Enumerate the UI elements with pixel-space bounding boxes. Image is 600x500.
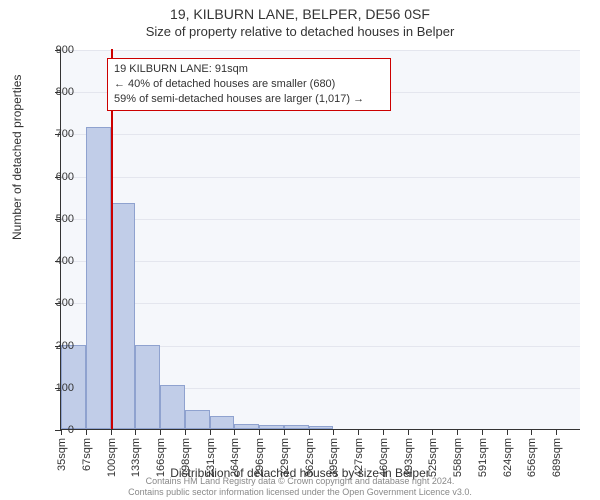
x-tick [457, 429, 458, 435]
x-tick-label: 525sqm [427, 438, 439, 482]
x-tick-label: 460sqm [378, 438, 390, 482]
gridline [61, 177, 580, 178]
x-tick-label: 395sqm [328, 438, 340, 482]
x-tick-label: 591sqm [477, 438, 489, 482]
gridline [61, 303, 580, 304]
x-tick [160, 429, 161, 435]
y-tick-label: 600 [34, 171, 74, 183]
histogram-bar [185, 410, 210, 429]
histogram-bar [259, 425, 284, 429]
y-tick-label: 700 [34, 128, 74, 140]
gridline [61, 261, 580, 262]
histogram-bar [160, 385, 185, 429]
x-tick-label: 656sqm [526, 438, 538, 482]
x-tick [432, 429, 433, 435]
histogram-bar [135, 345, 160, 429]
x-tick-label: 493sqm [403, 438, 415, 482]
x-tick [185, 429, 186, 435]
x-tick [383, 429, 384, 435]
x-tick-label: 558sqm [452, 438, 464, 482]
y-tick-label: 500 [34, 213, 74, 225]
x-tick-label: 329sqm [279, 438, 291, 482]
annotation-line: 19 KILBURN LANE: 91sqm [114, 62, 384, 77]
y-tick-label: 0 [34, 424, 74, 436]
chart-subtitle: Size of property relative to detached ho… [0, 22, 600, 39]
gridline [61, 134, 580, 135]
footer-line2: Contains public sector information licen… [0, 487, 600, 498]
histogram-bar [234, 424, 259, 429]
x-tick [210, 429, 211, 435]
x-tick [111, 429, 112, 435]
plot-region: 19 KILBURN LANE: 91sqm← 40% of detached … [60, 50, 580, 430]
x-tick-label: 624sqm [502, 438, 514, 482]
x-tick [284, 429, 285, 435]
x-tick-label: 166sqm [155, 438, 167, 482]
x-tick-label: 35sqm [56, 438, 68, 482]
y-tick-label: 200 [34, 340, 74, 352]
y-axis-label: Number of detached properties [10, 75, 24, 240]
x-tick [556, 429, 557, 435]
x-tick [309, 429, 310, 435]
annotation-box: 19 KILBURN LANE: 91sqm← 40% of detached … [107, 58, 391, 111]
histogram-bar [111, 203, 136, 429]
annotation-line: ← 40% of detached houses are smaller (68… [114, 77, 384, 92]
x-tick-label: 264sqm [229, 438, 241, 482]
x-tick-label: 689sqm [551, 438, 563, 482]
x-tick [333, 429, 334, 435]
x-tick-label: 427sqm [353, 438, 365, 482]
histogram-bar [309, 426, 334, 429]
y-tick-label: 800 [34, 86, 74, 98]
x-tick [507, 429, 508, 435]
x-tick-label: 100sqm [106, 438, 118, 482]
gridline [61, 219, 580, 220]
x-tick [135, 429, 136, 435]
x-tick-label: 362sqm [304, 438, 316, 482]
y-tick-label: 400 [34, 255, 74, 267]
annotation-line: 59% of semi-detached houses are larger (… [114, 92, 384, 107]
x-tick-label: 198sqm [180, 438, 192, 482]
histogram-bar [284, 425, 309, 429]
chart-area: 19 KILBURN LANE: 91sqm← 40% of detached … [60, 50, 580, 430]
x-tick [86, 429, 87, 435]
x-tick-label: 231sqm [205, 438, 217, 482]
x-tick [234, 429, 235, 435]
x-tick [482, 429, 483, 435]
y-tick-label: 300 [34, 297, 74, 309]
x-tick-label: 67sqm [81, 438, 93, 482]
x-tick-label: 296sqm [254, 438, 266, 482]
chart-container: 19, KILBURN LANE, BELPER, DE56 0SF Size … [0, 0, 600, 500]
x-tick [358, 429, 359, 435]
x-tick [531, 429, 532, 435]
x-tick [259, 429, 260, 435]
gridline [61, 50, 580, 51]
y-tick-label: 900 [34, 44, 74, 56]
histogram-bar [86, 127, 111, 429]
x-tick [408, 429, 409, 435]
chart-title: 19, KILBURN LANE, BELPER, DE56 0SF [0, 0, 600, 22]
histogram-bar [210, 416, 235, 429]
x-tick-label: 133sqm [130, 438, 142, 482]
y-tick-label: 100 [34, 382, 74, 394]
